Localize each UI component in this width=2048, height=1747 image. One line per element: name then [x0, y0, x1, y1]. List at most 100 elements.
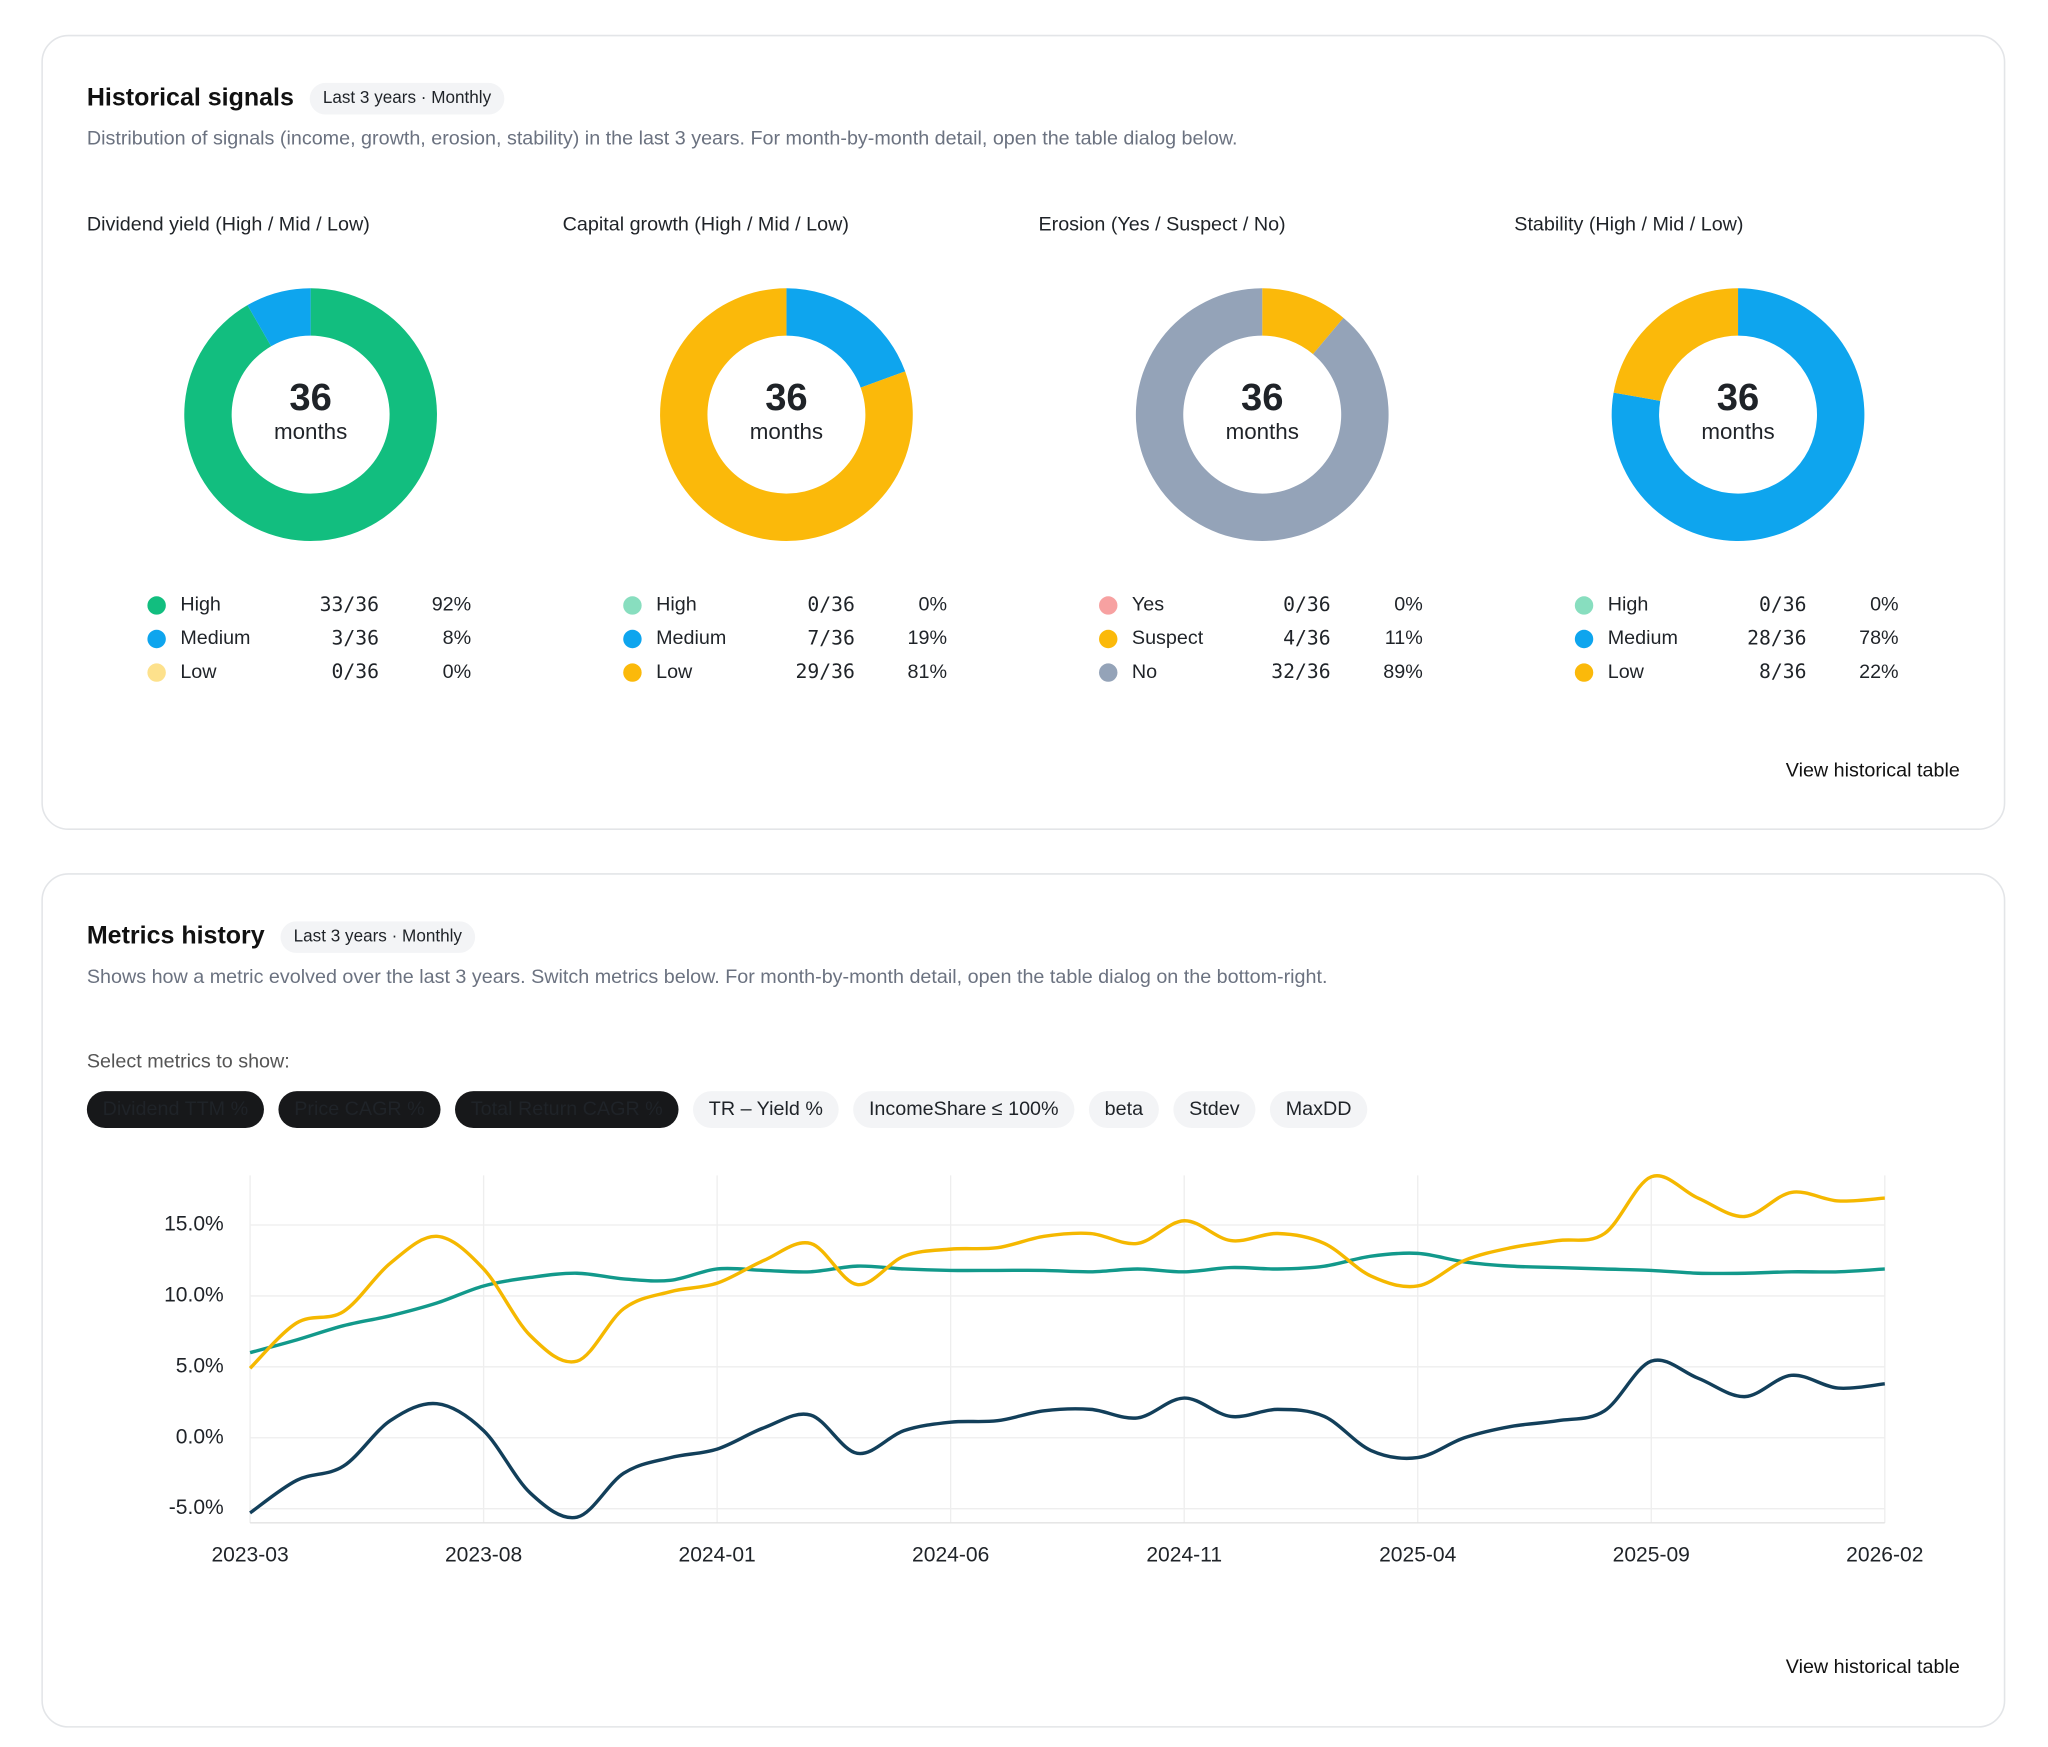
badge	[309, 82, 505, 115]
legend-count: 32/36	[1271, 660, 1330, 683]
y-tick-label: 0.0%	[176, 1425, 224, 1448]
view-table-link[interactable]: View historical table	[1786, 1656, 1960, 1678]
legend-dot	[147, 596, 166, 615]
legend-share: 78%	[1859, 627, 1899, 649]
legend-share: 92%	[432, 594, 472, 616]
card-title: Historical signals	[87, 83, 294, 111]
legend-count: 29/36	[795, 660, 854, 683]
legend-dot	[623, 663, 642, 682]
metric-chip[interactable]	[278, 1091, 441, 1128]
metric-chip-label[interactable]: Stdev	[1189, 1098, 1240, 1120]
view-table-link[interactable]: View historical table	[1786, 760, 1960, 782]
legend-count: 0/36	[807, 593, 855, 616]
x-tick-label: 2024-01	[679, 1543, 756, 1566]
card-title: Metrics history	[87, 922, 265, 950]
metric-chip[interactable]	[853, 1091, 1075, 1128]
legend-label: Medium	[180, 627, 250, 649]
legend-share: 22%	[1859, 661, 1899, 683]
badge-text: Last 3 years · Monthly	[323, 88, 492, 107]
legend-label: Low	[180, 661, 217, 683]
y-tick-label: 5.0%	[176, 1354, 224, 1377]
metric-chip-label[interactable]: Dividend TTM %	[103, 1098, 249, 1120]
x-tick-label: 2023-03	[211, 1543, 288, 1566]
legend-count: 0/36	[1283, 593, 1331, 616]
donut-center-label: months	[1701, 419, 1774, 444]
x-tick-label: 2023-08	[445, 1543, 522, 1566]
legend-share: 0%	[443, 661, 472, 683]
donut-title: Stability (High / Mid / Low)	[1514, 213, 1743, 235]
legend-share: 81%	[908, 661, 948, 683]
badge	[280, 921, 476, 953]
legend-share: 0%	[918, 594, 947, 616]
metric-chip[interactable]	[693, 1091, 839, 1128]
legend-label: High	[180, 594, 221, 616]
donut-segment	[184, 288, 437, 541]
legend-count: 0/36	[1759, 593, 1807, 616]
series-line	[249, 1251, 1885, 1355]
legend-label: High	[1608, 594, 1649, 616]
metric-chip[interactable]	[1173, 1091, 1256, 1128]
legend-dot	[1574, 596, 1594, 615]
x-tick-label: 2026-02	[1846, 1543, 1923, 1566]
legend-dot	[1099, 596, 1118, 615]
card	[41, 34, 2006, 830]
metric-chip[interactable]	[455, 1091, 679, 1128]
donut-segment	[786, 288, 906, 388]
donut-segment	[247, 288, 311, 347]
legend-count: 8/36	[1759, 660, 1807, 683]
x-tick-label: 2025-09	[1613, 1543, 1690, 1566]
metric-chip-label[interactable]: IncomeShare ≤ 100%	[869, 1098, 1059, 1120]
metric-chip-label[interactable]: MaxDD	[1286, 1098, 1352, 1120]
metric-chip-label[interactable]: beta	[1105, 1098, 1143, 1120]
x-tick-label: 2025-04	[1379, 1543, 1457, 1566]
legend-label: Yes	[1132, 594, 1164, 616]
legend-label: Medium	[656, 627, 726, 649]
donut-center-label: months	[750, 419, 823, 444]
legend-share: 11%	[1385, 627, 1423, 649]
donut-center-label: months	[1226, 419, 1299, 444]
legend-dot	[1574, 629, 1594, 649]
donut-segment	[1262, 288, 1344, 355]
y-tick-label: 10.0%	[164, 1283, 224, 1306]
legend-dot	[1099, 629, 1118, 649]
legend-share: 19%	[908, 627, 948, 649]
donut-center-value: 36	[1717, 376, 1759, 419]
legend-share: 0%	[1394, 594, 1423, 616]
metric-chip-label[interactable]: Price CAGR %	[294, 1098, 425, 1120]
legend-count: 7/36	[807, 627, 855, 650]
legend-dot	[623, 629, 642, 649]
donut-segment	[1613, 288, 1739, 401]
donut-center-value: 36	[765, 376, 807, 419]
legend-share: 89%	[1383, 661, 1423, 683]
card-description: Shows how a metric evolved over the last…	[87, 966, 1328, 988]
selector-label: Select metrics to show:	[87, 1050, 290, 1072]
series-line	[249, 1358, 1885, 1520]
donut-segment	[660, 288, 913, 541]
legend-dot	[1099, 663, 1118, 682]
legend-label: Low	[1608, 661, 1645, 683]
legend-count: 4/36	[1283, 627, 1331, 650]
donut-center-label: months	[274, 419, 347, 444]
series-line	[248, 1174, 1885, 1370]
card-description: Distribution of signals (income, growth,…	[87, 128, 1238, 150]
metric-chip[interactable]	[1088, 1091, 1159, 1128]
legend-count: 0/36	[332, 660, 380, 683]
legend-count: 33/36	[320, 593, 379, 616]
legend-share: 0%	[1870, 594, 1899, 616]
legend-dot	[1574, 663, 1594, 682]
y-tick-label: -5.0%	[169, 1496, 224, 1519]
x-tick-label: 2024-11	[1146, 1543, 1222, 1566]
donut-segment	[1135, 288, 1389, 541]
legend-count: 28/36	[1747, 627, 1806, 650]
legend-dot	[147, 663, 166, 682]
metric-chip-label[interactable]: TR – Yield %	[709, 1098, 823, 1120]
donut-title: Erosion (Yes / Suspect / No)	[1038, 213, 1285, 235]
legend-label: Medium	[1608, 627, 1678, 649]
metric-chip[interactable]	[1269, 1091, 1368, 1128]
donut-center-value: 36	[289, 376, 331, 419]
legend-label: No	[1132, 661, 1157, 683]
metric-chip[interactable]	[86, 1091, 264, 1128]
metric-chip-label[interactable]: Total Return CAGR %	[471, 1098, 663, 1120]
x-tick-label: 2024-06	[912, 1543, 989, 1566]
